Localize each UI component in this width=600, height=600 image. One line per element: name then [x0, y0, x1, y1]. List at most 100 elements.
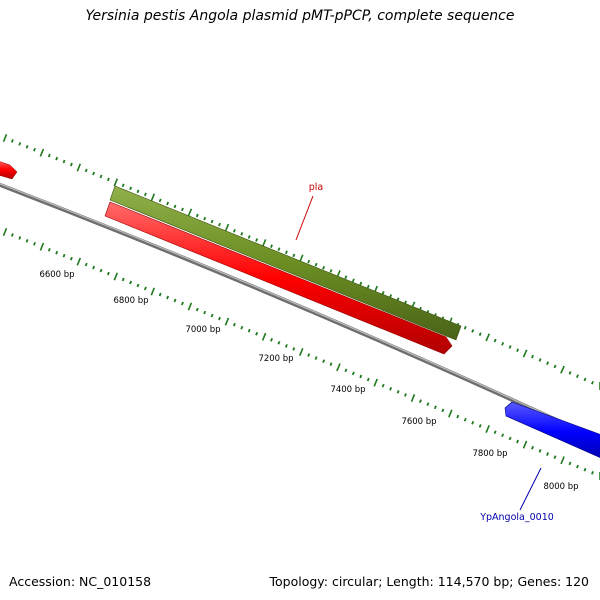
inner-tick-78 [583, 467, 587, 472]
inner-tick-23 [173, 298, 177, 303]
inner-tick-42 [314, 356, 318, 360]
outer-tick-12 [92, 171, 96, 176]
inner-tick-12 [92, 265, 96, 270]
inner-tick-61 [456, 414, 460, 419]
outer-tick-17 [129, 186, 133, 191]
inner-tick-34 [255, 331, 259, 336]
inner-tick-46 [344, 368, 348, 373]
inner-tick-1 [10, 233, 14, 237]
inner-tick-18 [136, 283, 140, 288]
inner-tick-40 [298, 347, 304, 357]
outer-tick-29 [218, 222, 221, 227]
inner-tick-4 [33, 241, 36, 246]
inner-tick-72 [538, 449, 542, 453]
ypangola-0010-gene-feature[interactable] [504, 401, 600, 462]
outer-tick-76 [568, 371, 572, 375]
outer-tick-47 [351, 278, 355, 283]
inner-tick-60 [448, 409, 453, 418]
outer-tick-49 [366, 284, 370, 289]
inner-tick-55 [410, 393, 416, 403]
inner-tick-32 [240, 325, 244, 330]
inner-tick-49 [366, 377, 370, 382]
pla-gene-feature[interactable] [104, 201, 453, 355]
inner-tick-59 [441, 408, 445, 413]
outer-tick-31 [232, 228, 236, 233]
outer-tick-28 [210, 219, 214, 224]
inner-tick-22 [166, 295, 170, 300]
outer-tick-14 [106, 177, 110, 182]
inner-tick-44 [329, 362, 333, 367]
tick-label-6600: 6600 bp [39, 270, 74, 280]
outer-tick-21 [158, 198, 162, 203]
inner-tick-14 [106, 271, 110, 276]
inner-tick-17 [129, 280, 133, 285]
outer-tick-33 [247, 235, 251, 239]
outer-tick-0 [2, 133, 8, 143]
inner-tick-51 [381, 383, 385, 388]
outer-tick-63 [471, 329, 475, 333]
inner-tick-69 [516, 439, 520, 444]
outer-tick-35 [261, 239, 267, 248]
inner-tick-57 [426, 402, 430, 407]
inner-tick-33 [247, 328, 251, 333]
olive-feature[interactable] [109, 185, 462, 341]
outer-tick-9 [69, 162, 73, 167]
accession-label: Accession: NC_010158 [9, 574, 152, 589]
tick-label-6800: 6800 bp [113, 296, 148, 306]
inner-tick-48 [359, 374, 363, 379]
inner-tick-30 [224, 317, 230, 326]
outer-tick-43 [322, 265, 326, 270]
outer-tick-18 [136, 189, 140, 194]
inner-tick-73 [546, 452, 550, 456]
inner-tick-74 [553, 455, 557, 459]
inner-tick-10 [76, 257, 82, 266]
outer-tick-48 [359, 281, 363, 286]
outer-tick-44 [329, 269, 333, 273]
tick-label-7400: 7400 bp [330, 385, 365, 395]
sequence-summary: Topology: circular; Length: 114,570 bp; … [269, 574, 590, 589]
outer-tick-24 [180, 207, 184, 212]
inner-tick-76 [568, 461, 572, 466]
outer-tick-7 [55, 156, 59, 161]
outer-tick-34 [255, 238, 259, 242]
inner-tick-58 [433, 405, 437, 410]
outer-tick-65 [485, 333, 491, 342]
inner-tick-45 [336, 363, 341, 372]
inner-tick-row [2, 227, 600, 480]
outer-tick-27 [203, 216, 207, 221]
outer-tick-1 [10, 139, 14, 143]
outer-tick-77 [576, 374, 579, 379]
red-feature-left[interactable] [0, 160, 18, 180]
tick-label-7200: 7200 bp [258, 354, 293, 364]
inner-tick-9 [69, 256, 73, 261]
outer-tick-68 [508, 345, 512, 349]
inner-tick-7 [55, 250, 59, 255]
inner-tick-65 [485, 424, 490, 434]
inner-tick-29 [218, 316, 221, 321]
tick-label-8000: 8000 bp [543, 482, 578, 492]
inner-tick-6 [47, 247, 51, 252]
outer-tick-5 [39, 148, 45, 157]
inner-tick-38 [284, 344, 288, 348]
inner-tick-75 [560, 456, 565, 465]
inner-tick-28 [210, 313, 214, 318]
outer-tick-22 [166, 201, 170, 206]
inner-tick-27 [203, 310, 207, 315]
inner-tick-13 [99, 268, 103, 273]
outer-tick-72 [538, 358, 542, 362]
inner-tick-79 [591, 471, 594, 475]
outer-tick-39 [292, 253, 296, 258]
outer-tick-70 [522, 349, 528, 358]
outer-tick-79 [591, 380, 594, 385]
outer-tick-6 [47, 153, 51, 158]
outer-tick-71 [531, 354, 535, 359]
inner-tick-70 [522, 440, 528, 449]
tick-label-7800: 7800 bp [472, 449, 507, 459]
outer-tick-37 [277, 247, 281, 252]
ypangola-0010-label-line [519, 467, 542, 511]
outer-tick-19 [143, 192, 147, 197]
outer-tick-46 [344, 275, 348, 280]
tick-label-7000: 7000 bp [185, 325, 220, 335]
inner-tick-31 [232, 322, 236, 327]
inner-tick-41 [307, 353, 311, 357]
